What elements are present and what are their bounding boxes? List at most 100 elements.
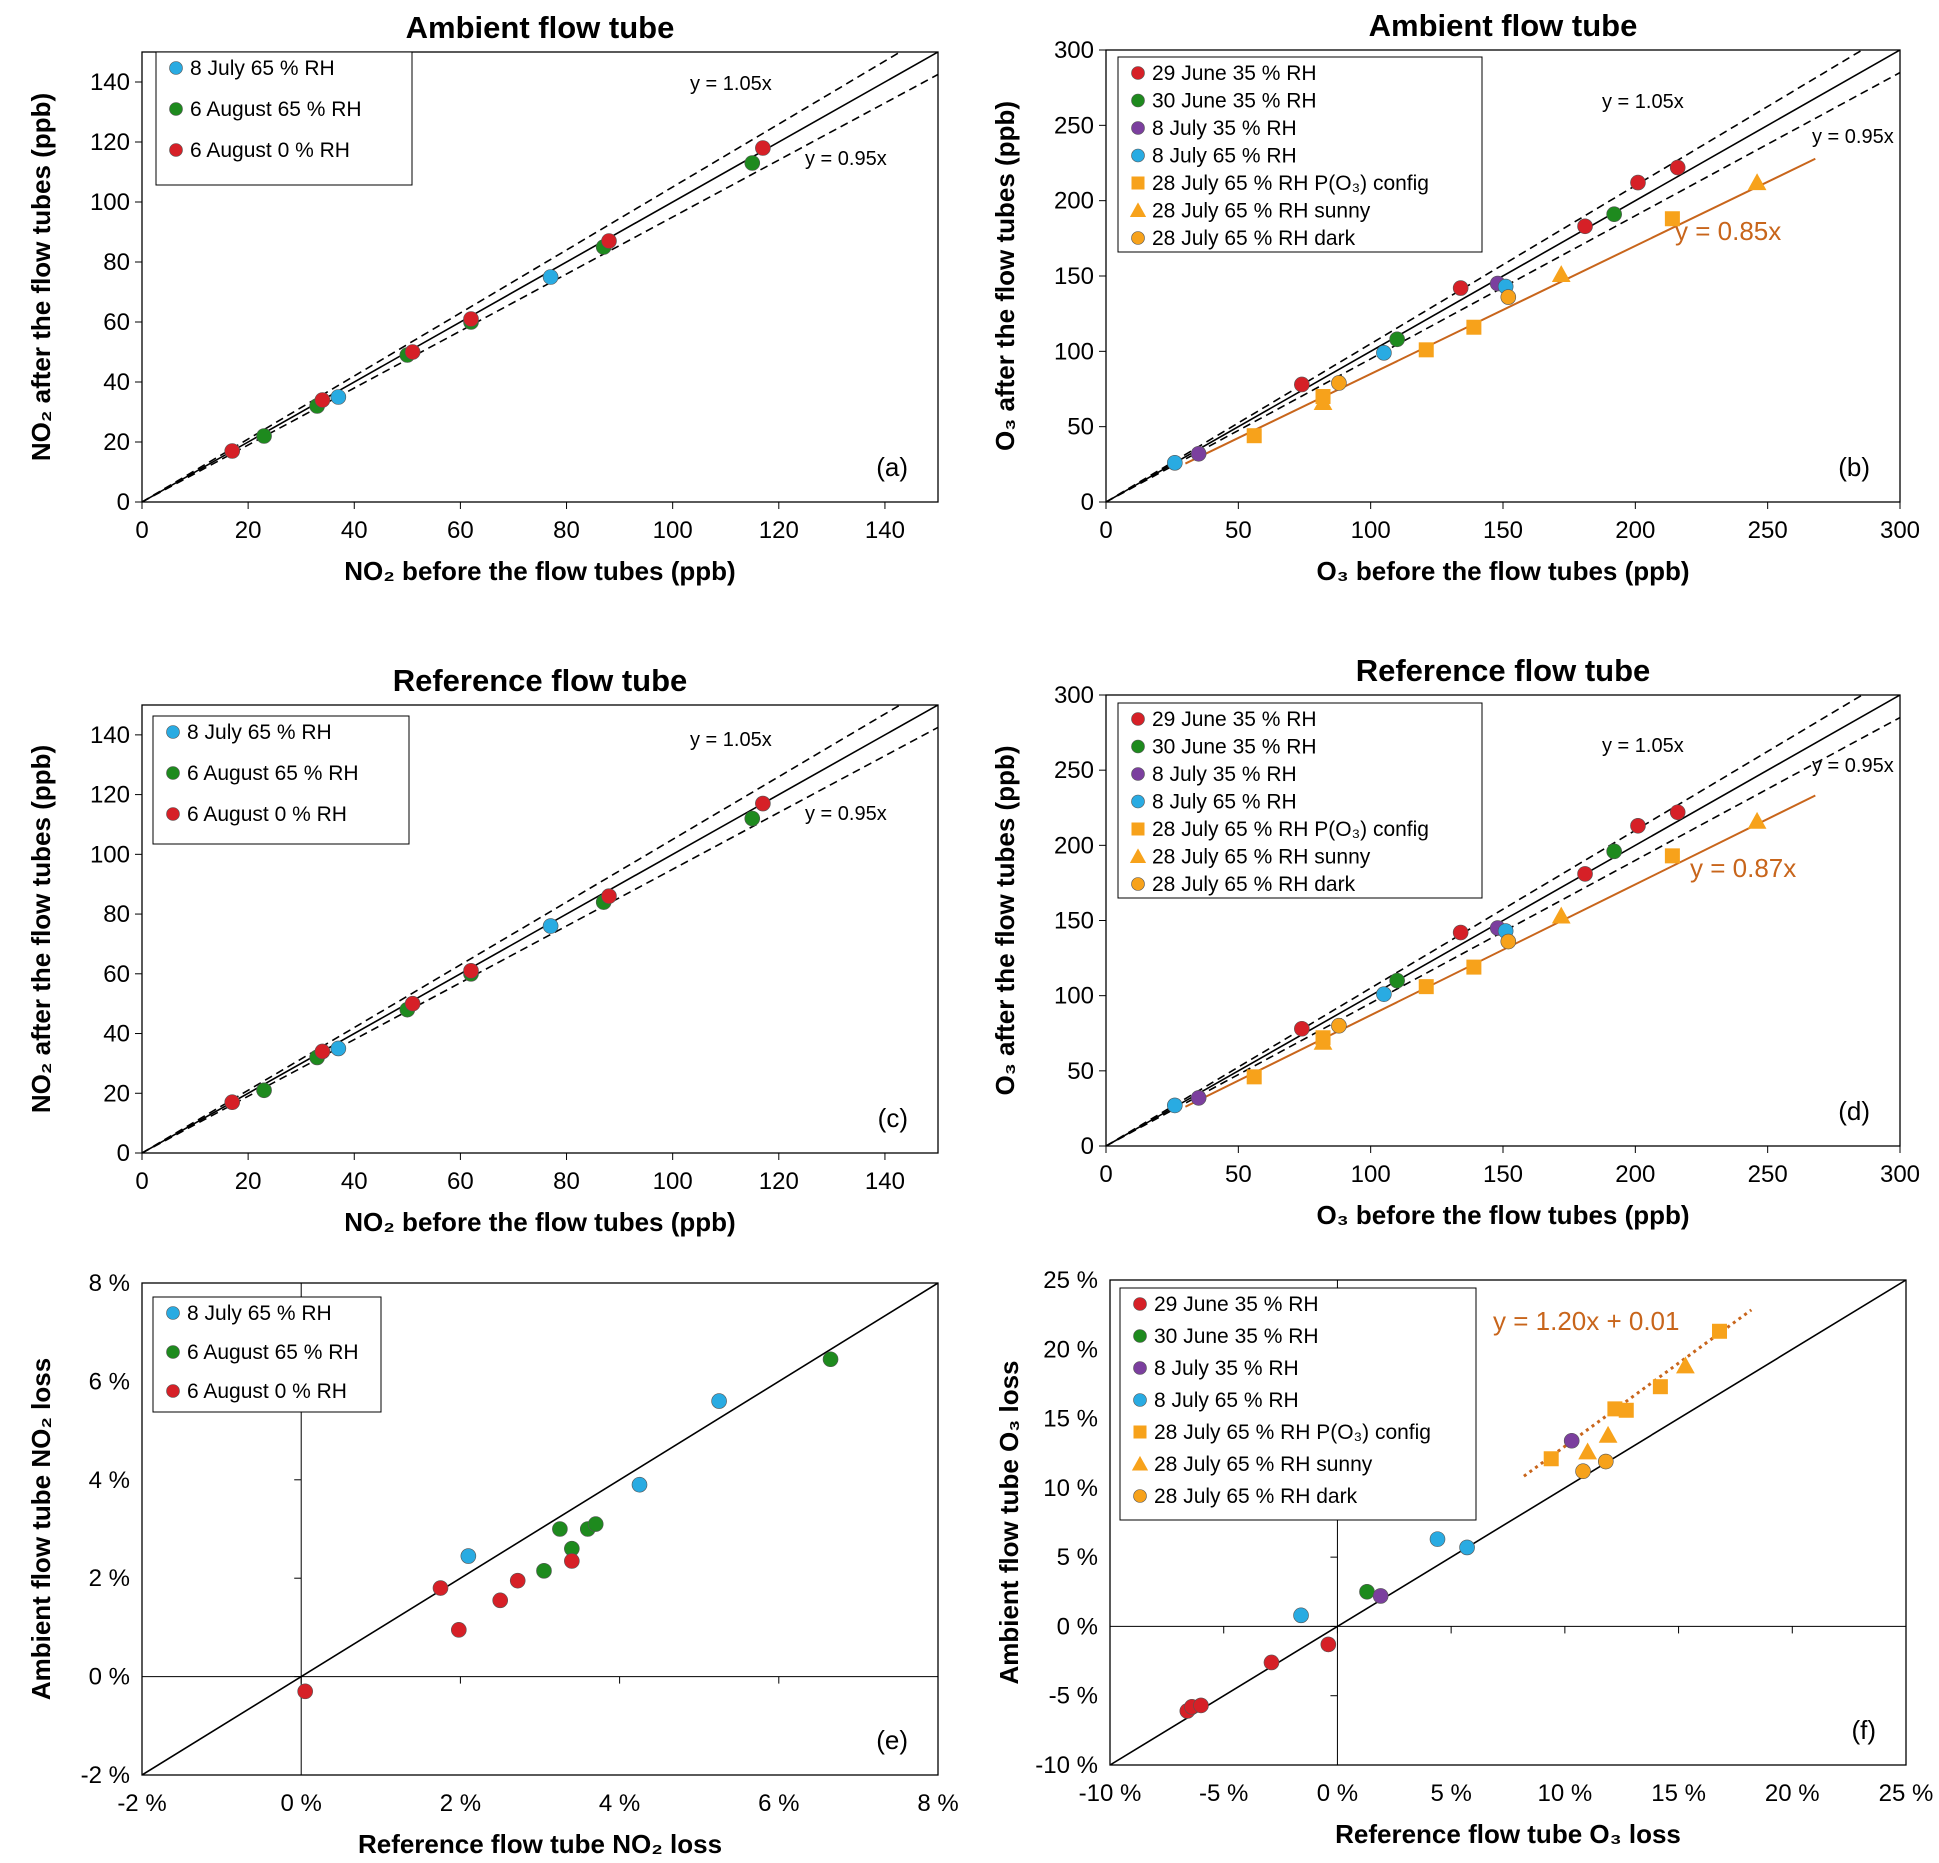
fit-line xyxy=(1184,157,1816,465)
reference-line-1 xyxy=(142,52,938,502)
legend-marker xyxy=(1129,202,1147,217)
data-point xyxy=(1669,159,1686,176)
panel-label: (c) xyxy=(878,1103,908,1133)
legend-marker xyxy=(1129,848,1147,863)
y-tick-label: 60 xyxy=(103,961,130,988)
data-point xyxy=(1747,173,1767,191)
y-tick-label: 300 xyxy=(1054,682,1094,709)
legend-item-label: 8 July 65 % RH xyxy=(1152,145,1297,168)
reference-line-0_95 xyxy=(142,73,938,502)
data-point xyxy=(404,344,421,360)
x-tick-label: 15 % xyxy=(1651,1780,1706,1807)
data-point xyxy=(1577,218,1593,235)
legend-marker xyxy=(166,807,180,821)
data-point xyxy=(1676,1356,1695,1374)
data-point xyxy=(601,888,617,904)
x-tick-label: 200 xyxy=(1615,517,1655,544)
legend-marker xyxy=(1131,176,1145,190)
y-tick-label: 0 xyxy=(117,489,130,516)
data-point xyxy=(1246,428,1262,444)
data-point xyxy=(1389,331,1405,348)
data-point xyxy=(1246,1069,1262,1085)
x-tick-label: 120 xyxy=(759,517,799,544)
y-tick-label: -5 % xyxy=(1049,1683,1098,1710)
x-tick-label: 140 xyxy=(865,1168,905,1195)
legend: 8 July 65 % RH 6 August 65 % RH 6 August 0… xyxy=(152,715,410,845)
reference-line-label: y = 1.05x xyxy=(690,729,772,751)
panel-label: (d) xyxy=(1838,1096,1870,1126)
reference-line-1_05 xyxy=(1106,695,1864,1146)
data-point xyxy=(1359,1583,1375,1600)
legend-item-label: 28 July 65 % RH sunny xyxy=(1152,846,1371,869)
legend-marker xyxy=(1133,1329,1147,1343)
legend-marker xyxy=(169,61,183,75)
x-tick-label: 20 xyxy=(235,1168,262,1195)
data-point xyxy=(1652,1379,1668,1395)
x-tick-label: -5 % xyxy=(1199,1780,1248,1807)
reference-line-0_95 xyxy=(1106,71,1900,502)
legend-marker xyxy=(1131,1455,1149,1471)
plot-frame xyxy=(141,51,939,503)
x-tick-label: 300 xyxy=(1880,517,1920,544)
reference-line-1 xyxy=(142,705,938,1153)
plot-frame xyxy=(1109,1279,1907,1766)
legend-item-label: 29 June 35 % RH xyxy=(1154,1293,1319,1316)
data-point xyxy=(1606,206,1622,223)
data-point xyxy=(1313,1032,1333,1050)
legend-item-label: 8 July 35 % RH xyxy=(1152,117,1297,140)
legend: 29 June 35 % RH 30 June 35 % RH 8 July 35 … xyxy=(1119,1287,1477,1521)
data-point xyxy=(256,1082,272,1099)
x-tick-label: 140 xyxy=(865,517,905,544)
data-point xyxy=(542,918,559,934)
data-point xyxy=(1376,345,1392,361)
panel-label: (a) xyxy=(876,452,908,482)
legend-item-label: 28 July 65 % RH sunny xyxy=(1154,1453,1373,1476)
data-point xyxy=(1575,1463,1591,1480)
y-tick-label: 150 xyxy=(1054,908,1094,935)
legend: 29 June 35 % RH 30 June 35 % RH 8 July 35 … xyxy=(1117,702,1483,899)
x-axis-label: Reference flow tube O₃ loss xyxy=(1335,1819,1681,1849)
data-point xyxy=(1167,455,1183,471)
reference-line-1 xyxy=(1110,1280,1906,1765)
x-tick-label: 25 % xyxy=(1879,1780,1934,1807)
data-point xyxy=(1418,979,1434,995)
x-tick-label: 80 xyxy=(553,517,580,544)
data-point xyxy=(1190,445,1207,462)
legend-marker xyxy=(166,1306,180,1320)
y-axis-label: NO₂ after the flow tubes (ppb) xyxy=(26,745,56,1113)
fit-equation-label: y = 0.87x xyxy=(1690,853,1796,883)
data-point xyxy=(1563,1432,1580,1449)
x-tick-label: 8 % xyxy=(917,1790,958,1817)
legend-marker xyxy=(166,1345,180,1359)
legend-item-label: 28 July 65 % RH dark xyxy=(1152,227,1356,250)
x-tick-label: 6 % xyxy=(758,1790,799,1817)
y-axis-label: Ambient flow tube O₃ loss xyxy=(994,1360,1024,1684)
reference-line-label: y = 1.05x xyxy=(1602,735,1684,757)
data-point xyxy=(552,1521,568,1537)
data-point xyxy=(1618,1402,1634,1418)
x-tick-label: 200 xyxy=(1615,1161,1655,1188)
legend-item-label: 6 August 0 % RH xyxy=(190,139,350,162)
legend-item-label: 6 August 65 % RH xyxy=(190,98,362,121)
panel-label: (f) xyxy=(1851,1715,1876,1745)
data-point xyxy=(1664,211,1680,227)
chart-panel-b: 0 50 100 150 200 250 300 0 50 100 150 200 250 300 y = … xyxy=(990,8,1920,586)
legend-item-label: 8 July 65 % RH xyxy=(1152,791,1297,814)
x-tick-label: -2 % xyxy=(117,1790,166,1817)
data-point xyxy=(564,1553,580,1569)
data-point xyxy=(1320,1636,1337,1653)
legend-item-label: 29 June 35 % RH xyxy=(1152,62,1317,85)
data-point xyxy=(1543,1451,1559,1467)
data-point xyxy=(463,311,479,327)
legend-item-label: 30 June 35 % RH xyxy=(1152,90,1317,113)
y-tick-label: 10 % xyxy=(1043,1475,1098,1502)
data-point xyxy=(256,428,272,444)
y-tick-label: 300 xyxy=(1054,37,1094,64)
legend-marker xyxy=(1131,231,1145,245)
data-point xyxy=(1577,866,1593,882)
data-point xyxy=(1429,1531,1446,1547)
fit-equation-label: y = 0.85x xyxy=(1675,216,1781,246)
y-tick-label: 150 xyxy=(1054,263,1094,290)
data-point xyxy=(1331,1017,1347,1034)
y-tick-label: 0 % xyxy=(1057,1613,1098,1640)
